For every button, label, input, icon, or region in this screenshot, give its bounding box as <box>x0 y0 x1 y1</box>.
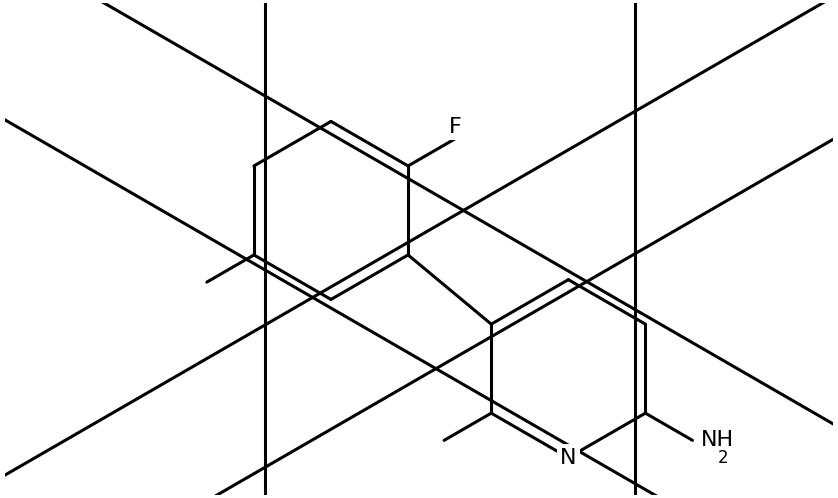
Text: NH: NH <box>701 430 733 450</box>
Text: F: F <box>449 117 462 137</box>
Text: 2: 2 <box>718 449 728 467</box>
Text: N: N <box>560 448 577 468</box>
